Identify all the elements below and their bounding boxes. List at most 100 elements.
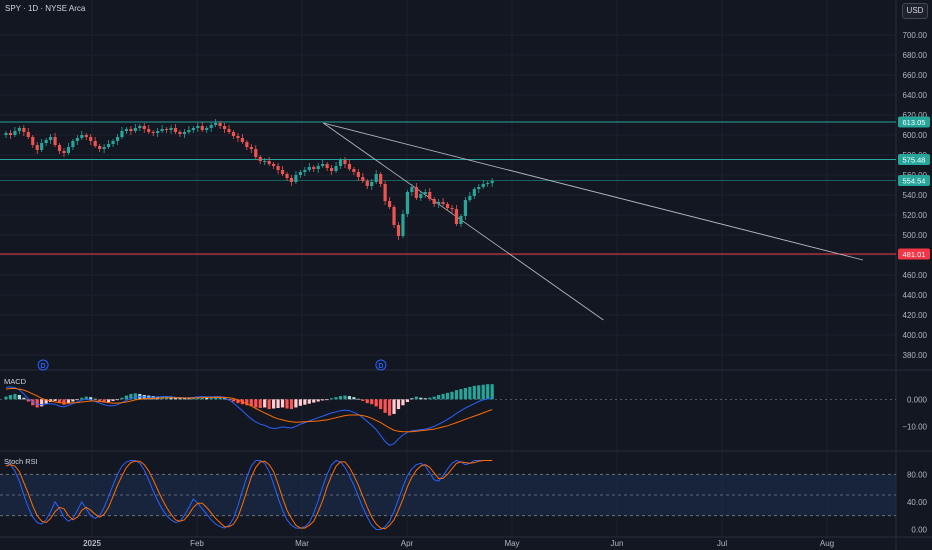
macd-histogram-bar [383,399,387,413]
candle-body [280,170,285,174]
price-tick-label: 420.00 [903,311,928,320]
macd-histogram-bar [196,397,200,400]
time-tick-label: Feb [190,539,204,548]
candle-body [481,184,485,187]
candle-body [490,181,494,183]
event-marker-label: D [378,363,383,370]
macd-histogram-bar [57,399,62,404]
macd-histogram-bar [472,385,476,400]
candle-body [57,145,62,151]
candle-body [454,209,459,224]
candle-body [423,192,427,194]
trendline [323,122,864,261]
macd-histogram-bar [361,399,365,401]
macd-histogram-bar [463,387,467,400]
macd-histogram-bar [401,399,405,406]
macd-tick-label: −10.00 [902,422,927,431]
candle-body [428,192,432,199]
candles[interactable] [4,119,494,240]
candle-body [343,160,347,164]
trendlines[interactable] [322,122,864,321]
candle-body [410,187,414,192]
macd-histogram-bar [44,399,48,404]
level-tag-label: 613.05 [903,118,926,127]
macd-histogram-bar [468,386,472,400]
candle-body [182,132,187,134]
macd-histogram-bar [387,399,392,416]
candle-body [401,214,405,236]
macd-histogram-bar [236,399,240,404]
candle-body [49,137,53,140]
macd-histogram-bar [80,397,84,400]
candle-body [13,131,17,135]
macd-histogram-bar [405,399,410,403]
macd-histogram-bar [93,398,97,400]
candle-body [142,126,146,129]
candle-body [325,164,329,168]
macd-histogram-bar [379,399,383,410]
level-tag [898,174,930,186]
trendline [322,122,604,321]
candle-body [84,135,88,137]
candle-body [432,199,436,204]
candle-body [249,147,253,149]
macd-histogram-bar [432,396,436,400]
candle-body [441,202,445,204]
macd-histogram-bar [124,395,129,400]
level-tag [898,116,930,128]
macd-histogram-bar [222,398,227,400]
price-tick-label: 660.00 [903,71,928,80]
macd-histogram-bar [35,399,39,408]
macd-line [5,386,493,446]
macd-pane[interactable] [0,384,896,446]
macd-histogram-bar [191,398,195,400]
macd-histogram-bar [129,393,133,400]
stoch-rsi-pane[interactable] [5,459,493,530]
macd-histogram-bar [98,399,102,401]
macd-histogram-bar [441,393,445,400]
candle-body [22,128,26,132]
candle-body [62,151,66,153]
candle-body [289,178,294,182]
macd-histogram-bar [17,395,21,400]
candle-body [147,129,151,132]
horizontal-levels[interactable] [0,121,896,255]
candle-body [419,194,423,198]
candle-body [338,160,343,166]
price-tick-label: 440.00 [903,291,928,300]
macd-histogram-bar [102,399,106,403]
candle-body [303,170,307,172]
price-tick-label: 400.00 [903,331,928,340]
price-tick-label: 460.00 [903,271,928,280]
candle-body [218,123,222,126]
candle-body [160,129,164,131]
macd-histogram-bar [4,396,8,400]
candle-body [120,131,124,137]
stoch-rsi-tick-label: 80.00 [907,470,928,479]
candle-body [477,187,481,189]
macd-histogram-bar [285,399,289,409]
macd-histogram-bar [343,395,347,400]
candle-body [209,125,213,128]
macd-histogram-bar [53,399,57,401]
macd-histogram-bar [352,397,356,400]
candle-body [486,183,490,184]
macd-histogram-bar [178,397,182,400]
candle-body [156,131,160,133]
candle-body [26,132,30,137]
macd-histogram-bar [428,397,432,400]
level-tags: 613.05 575.48 554.54 481.01 [898,116,930,260]
macd-histogram-bar [209,397,213,400]
currency-button[interactable]: USD [902,3,928,19]
candle-body [191,128,195,130]
macd-histogram-bar [214,397,218,400]
candle-body [285,174,289,178]
macd-histogram-bar [66,399,71,404]
stoch-rsi-tick-label: 40.00 [907,498,928,507]
candle-body [445,204,450,208]
macd-histogram-bar [111,399,115,401]
macd-histogram-bar [329,398,334,400]
macd-histogram-bar [419,397,423,400]
